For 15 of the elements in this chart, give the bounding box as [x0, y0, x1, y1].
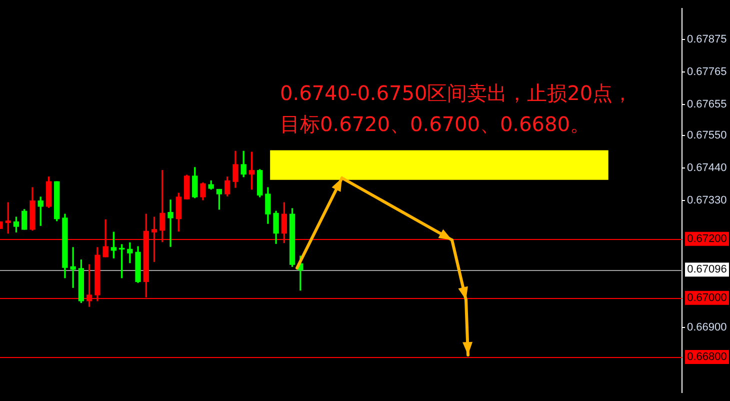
- y-tick-label: 0.67875: [687, 34, 727, 46]
- ref-line-label: 0.67200: [687, 232, 727, 245]
- y-tick-label: 0.66900: [687, 321, 727, 334]
- ref-line-label: 0.67000: [687, 292, 727, 304]
- y-tick-label: 0.67550: [687, 130, 727, 142]
- y-tick-label: 0.67440: [687, 162, 727, 174]
- ref-line-label: 0.67096: [687, 264, 727, 276]
- candlestick: [70, 247, 76, 288]
- y-tick-label: 0.67330: [687, 194, 727, 207]
- annotation: 0.6740-0.6750区间卖出，止损20点，: [280, 80, 633, 107]
- candlestick: [168, 200, 174, 247]
- annotation: 目标0.6720、0.6700、0.6680。: [280, 111, 590, 138]
- y-tick-label: 0.67765: [687, 66, 727, 78]
- ref-line-label: 0.66800: [687, 351, 727, 364]
- y-tick-label: 0.67655: [687, 98, 727, 111]
